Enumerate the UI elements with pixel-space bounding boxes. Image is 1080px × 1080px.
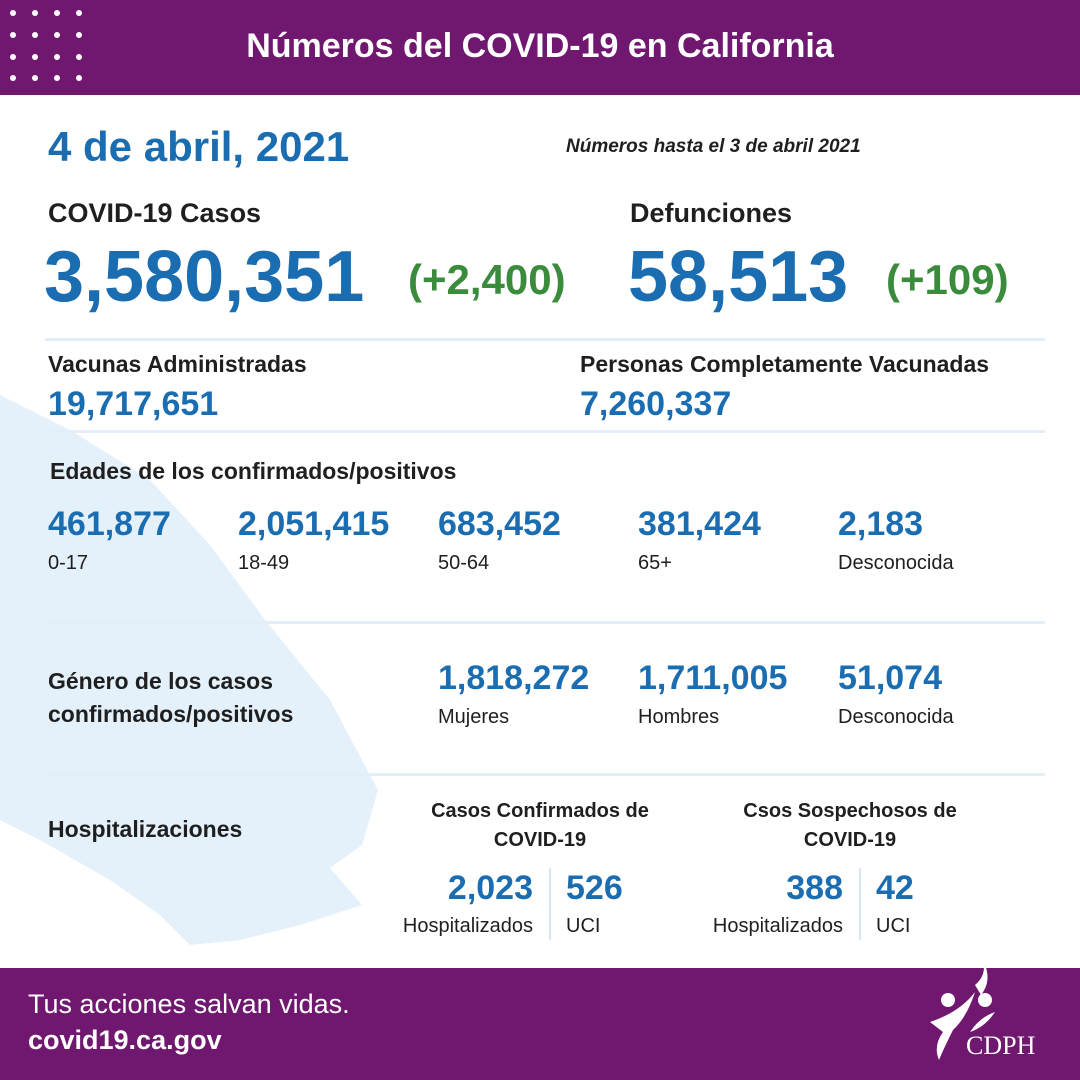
stat-label: Mujeres <box>438 706 510 728</box>
date: 4 de abril, 2021 <box>48 123 350 170</box>
stat-value: 1,818,272 <box>438 659 590 697</box>
stat-label: 18-49 <box>238 552 290 574</box>
stat-label: Hombres <box>638 706 720 728</box>
california-shape <box>0 395 378 945</box>
stat-value: 51,074 <box>838 659 942 697</box>
stat-value: 2,183 <box>838 505 924 543</box>
hospital-value: 526 <box>566 869 623 907</box>
ages-title: Edades de los confirmados/positivos <box>50 458 457 484</box>
hospital-value: 388 <box>786 869 843 907</box>
deaths-change: (+109) <box>886 256 1009 303</box>
stat-value: 2,051,415 <box>238 505 390 543</box>
stat-label: 0-17 <box>48 552 89 574</box>
separator <box>45 430 1045 433</box>
stat-value: 381,424 <box>638 505 761 543</box>
hospital-value: 2,023 <box>447 869 533 907</box>
fully-vaccinated-value: 7,260,337 <box>580 385 732 423</box>
hospital-label: Hospitalizados <box>712 915 843 937</box>
separator <box>45 621 1045 624</box>
gender-title: Género de los casos confirmados/positivo… <box>48 668 294 728</box>
stat-value: 461,877 <box>48 505 171 543</box>
logo-figures <box>930 960 995 1060</box>
hospital-group-title: Casos Confirmados de COVID-19 <box>431 800 649 851</box>
hospital-value: 42 <box>876 869 914 907</box>
stat-label: 65+ <box>638 552 672 574</box>
cases-change: (+2,400) <box>408 256 566 303</box>
separator <box>45 773 1045 776</box>
header-bar <box>0 0 1080 95</box>
stat-label: 50-64 <box>438 552 490 574</box>
vaccines-value: 19,717,651 <box>48 385 219 423</box>
hospital-group-title: Csos Sospechosos de COVID-19 <box>743 800 957 851</box>
deaths-value: 58,513 <box>628 237 849 317</box>
stat-value: 683,452 <box>438 505 561 543</box>
header-title: Números del COVID-19 en California <box>246 27 834 65</box>
footer-logo: CDPH <box>966 1031 1036 1060</box>
note: Números hasta el 3 de abril 2021 <box>566 136 861 157</box>
stat-label: Desconocida <box>838 552 954 574</box>
hospital-label: Hospitalizados <box>402 915 533 937</box>
cases-value: 3,580,351 <box>44 237 365 317</box>
vaccines-label: Vacunas Administradas <box>48 351 307 377</box>
stat-value: 1,711,005 <box>638 659 788 697</box>
footer-slogan: Tus acciones salvan vidas. <box>28 989 350 1019</box>
cases-label: COVID-19 Casos <box>48 198 262 228</box>
footer-url: covid19.ca.gov <box>28 1025 222 1055</box>
stat-label: Desconocida <box>838 706 954 728</box>
fully-vaccinated-label: Personas Completamente Vacunadas <box>580 351 990 377</box>
hospital-title: Hospitalizaciones <box>48 816 243 842</box>
footer-bar <box>0 968 1080 1080</box>
deaths-label: Defunciones <box>630 198 793 228</box>
dot-pattern <box>10 10 82 81</box>
hospital-label: UCI <box>876 915 911 937</box>
separator <box>45 338 1045 341</box>
hospital-label: UCI <box>566 915 601 937</box>
